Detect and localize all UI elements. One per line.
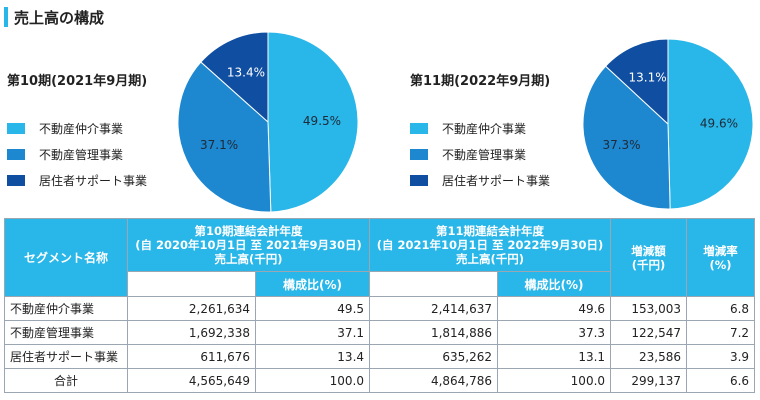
table-total-row: 合計 4,565,649 100.0 4,864,786 100.0 299,1… [4,368,756,393]
row-ratio-10: 37.1 [254,320,371,345]
legend-item: 居住者サポート事業 [410,167,550,193]
pie-data-label-2: 37.3% [602,138,640,152]
legend-period11: 不動産仲介事業 不動産管理事業 居住者サポート事業 [410,115,550,193]
legend-label: 不動産仲介事業 [39,121,124,136]
pie-chart-period10: 49.5% 37.1% 13.4% [177,31,359,213]
pie-data-label-1: 49.5% [303,114,341,128]
header-period10-range: (自 2020年10月1日 至 2021年9月30日) [135,238,362,252]
pie-chart-period11: 49.6% 37.3% 13.1% [582,38,754,210]
legend-label: 不動産管理事業 [442,147,527,162]
page-title: 売上高の構成 [14,8,105,27]
row-ratio-11: 100.0 [497,368,612,393]
legend-swatch [410,148,428,160]
pie-data-label-3: 13.1% [629,70,667,84]
pie-slice-2 [582,65,671,210]
table-subheader-row: 構成比(%) 構成比(%) [5,271,755,297]
row-rate: 7.2 [686,320,756,345]
row-sales-10: 611,676 [127,344,256,369]
legend-swatch [7,174,25,186]
row-sales-10: 4,565,649 [127,368,256,393]
header-segment: セグメント名称 [4,218,128,297]
row-segment-name: 合計 [4,368,128,393]
table-row: 不動産仲介事業 2,261,634 49.5 2,414,637 49.6 15… [4,296,756,321]
legend-item: 不動産管理事業 [410,141,550,167]
header-change: 増減額 (千円) [610,218,688,297]
row-rate: 3.9 [686,344,756,369]
row-rate: 6.6 [686,368,756,393]
pie-data-label-3: 13.4% [227,66,265,80]
row-ratio-11: 13.1 [497,344,612,369]
header-blank-11 [369,271,499,297]
legend-item: 不動産仲介事業 [410,115,550,141]
pie-slice-2 [177,61,272,213]
row-ratio-10: 13.4 [254,344,371,369]
header-period11: 第11期連結会計年度 (自 2021年10月1日 至 2022年9月30日) 売… [369,218,612,272]
legend-item: 不動産管理事業 [7,141,147,167]
chart-title-period11: 第11期(2022年9月期) [410,74,551,89]
row-segment-name: 不動産管理事業 [4,320,128,345]
pie-slice-1 [267,31,359,213]
header-rate-unit: (%) [709,257,732,272]
row-change: 23,586 [610,344,688,369]
header-ratio-11: 構成比(%) [497,271,612,297]
section-title: 売上高の構成 [4,6,104,28]
header-period11-range: (自 2021年10月1日 至 2022年9月30日) [376,238,604,252]
row-sales-11: 635,262 [369,344,499,369]
table-row: 不動産管理事業 1,692,338 37.1 1,814,886 37.3 12… [4,320,756,345]
table-row: 居住者サポート事業 611,676 13.4 635,262 13.1 23,5… [4,344,756,369]
legend-item: 居住者サポート事業 [7,167,147,193]
legend-label: 居住者サポート事業 [39,173,148,188]
chart-title-period10: 第10期(2021年9月期) [7,74,148,89]
header-period11-unit: 売上高(千円) [456,252,525,266]
header-period10-name: 第10期連結会計年度 [194,224,303,238]
header-change-label: 増減額 [631,243,666,258]
pie-slice-1 [667,38,754,210]
row-sales-11: 4,864,786 [369,368,499,393]
header-period11-name: 第11期連結会計年度 [436,224,545,238]
header-ratio-10: 構成比(%) [254,271,371,297]
header-blank-10 [127,271,256,297]
row-segment-name: 居住者サポート事業 [4,344,128,369]
legend-item: 不動産仲介事業 [7,115,147,141]
row-ratio-10: 49.5 [254,296,371,321]
row-ratio-11: 49.6 [497,296,612,321]
row-sales-10: 2,261,634 [127,296,256,321]
legend-label: 居住者サポート事業 [442,173,551,188]
legend-swatch [410,174,428,186]
row-ratio-11: 37.3 [497,320,612,345]
table-header-row: セグメント名称 第10期連結会計年度 (自 2020年10月1日 至 2021年… [4,218,756,297]
row-change: 299,137 [610,368,688,393]
legend-swatch [7,122,25,134]
header-rate-label: 増減率 [703,243,738,258]
header-rate: 増減率 (%) [686,218,756,297]
legend-label: 不動産仲介事業 [442,121,527,136]
legend-swatch [410,122,428,134]
legend-label: 不動産管理事業 [39,147,124,162]
pie-slice-3 [200,31,269,124]
segment-sales-table: セグメント名称 第10期連結会計年度 (自 2020年10月1日 至 2021年… [4,218,756,393]
row-ratio-10: 100.0 [254,368,371,393]
pie-slice-3 [604,38,669,126]
row-rate: 6.8 [686,296,756,321]
row-sales-11: 1,814,886 [369,320,499,345]
row-change: 122,547 [610,320,688,345]
legend-swatch [7,148,25,160]
header-period10-unit: 売上高(千円) [214,252,283,266]
pie-data-label-1: 49.6% [700,116,738,130]
legend-period10: 不動産仲介事業 不動産管理事業 居住者サポート事業 [7,115,147,193]
row-segment-name: 不動産仲介事業 [4,296,128,321]
pie-data-label-2: 37.1% [200,138,238,152]
row-change: 153,003 [610,296,688,321]
title-accent-bar [4,7,8,27]
header-change-unit: (千円) [631,257,666,272]
row-sales-10: 1,692,338 [127,320,256,345]
row-sales-11: 2,414,637 [369,296,499,321]
header-period10: 第10期連結会計年度 (自 2020年10月1日 至 2021年9月30日) 売… [126,218,371,272]
